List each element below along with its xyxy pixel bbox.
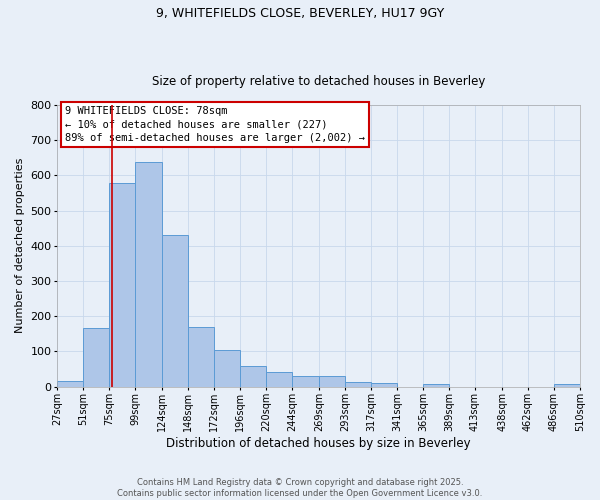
Bar bbox=[188, 328, 214, 386]
Bar bbox=[345, 382, 371, 386]
Bar bbox=[135, 162, 162, 386]
Bar bbox=[266, 372, 292, 386]
Bar bbox=[292, 376, 319, 386]
Bar bbox=[214, 350, 240, 386]
Text: 9 WHITEFIELDS CLOSE: 78sqm
← 10% of detached houses are smaller (227)
89% of sem: 9 WHITEFIELDS CLOSE: 78sqm ← 10% of deta… bbox=[65, 106, 365, 143]
Bar bbox=[109, 184, 135, 386]
Text: Contains HM Land Registry data © Crown copyright and database right 2025.
Contai: Contains HM Land Registry data © Crown c… bbox=[118, 478, 482, 498]
Bar bbox=[554, 384, 580, 386]
Bar bbox=[371, 383, 397, 386]
Y-axis label: Number of detached properties: Number of detached properties bbox=[15, 158, 25, 334]
Bar bbox=[57, 380, 83, 386]
X-axis label: Distribution of detached houses by size in Beverley: Distribution of detached houses by size … bbox=[166, 437, 471, 450]
Bar bbox=[162, 235, 188, 386]
Title: Size of property relative to detached houses in Beverley: Size of property relative to detached ho… bbox=[152, 76, 485, 88]
Bar bbox=[319, 376, 345, 386]
Bar bbox=[83, 328, 109, 386]
Text: 9, WHITEFIELDS CLOSE, BEVERLEY, HU17 9GY: 9, WHITEFIELDS CLOSE, BEVERLEY, HU17 9GY bbox=[156, 8, 444, 20]
Bar bbox=[240, 366, 266, 386]
Bar bbox=[423, 384, 449, 386]
